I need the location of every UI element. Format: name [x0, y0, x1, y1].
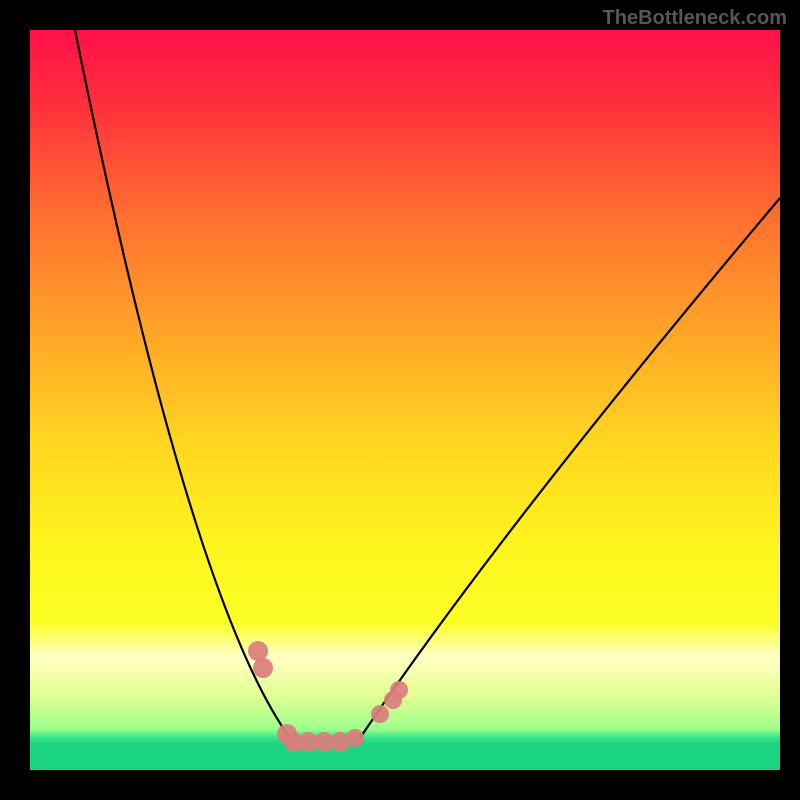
border-bottom: [0, 770, 800, 800]
border-left: [0, 0, 30, 800]
border-right: [780, 0, 800, 800]
marker-left-0: [248, 641, 268, 661]
marker-right-0: [346, 729, 364, 747]
bottleneck-chart: [0, 0, 800, 800]
marker-right-3: [390, 681, 408, 699]
marker-left-1: [253, 658, 273, 678]
gradient-background: [30, 30, 780, 770]
watermark-text: TheBottleneck.com: [603, 7, 787, 30]
marker-right-1: [371, 705, 389, 723]
